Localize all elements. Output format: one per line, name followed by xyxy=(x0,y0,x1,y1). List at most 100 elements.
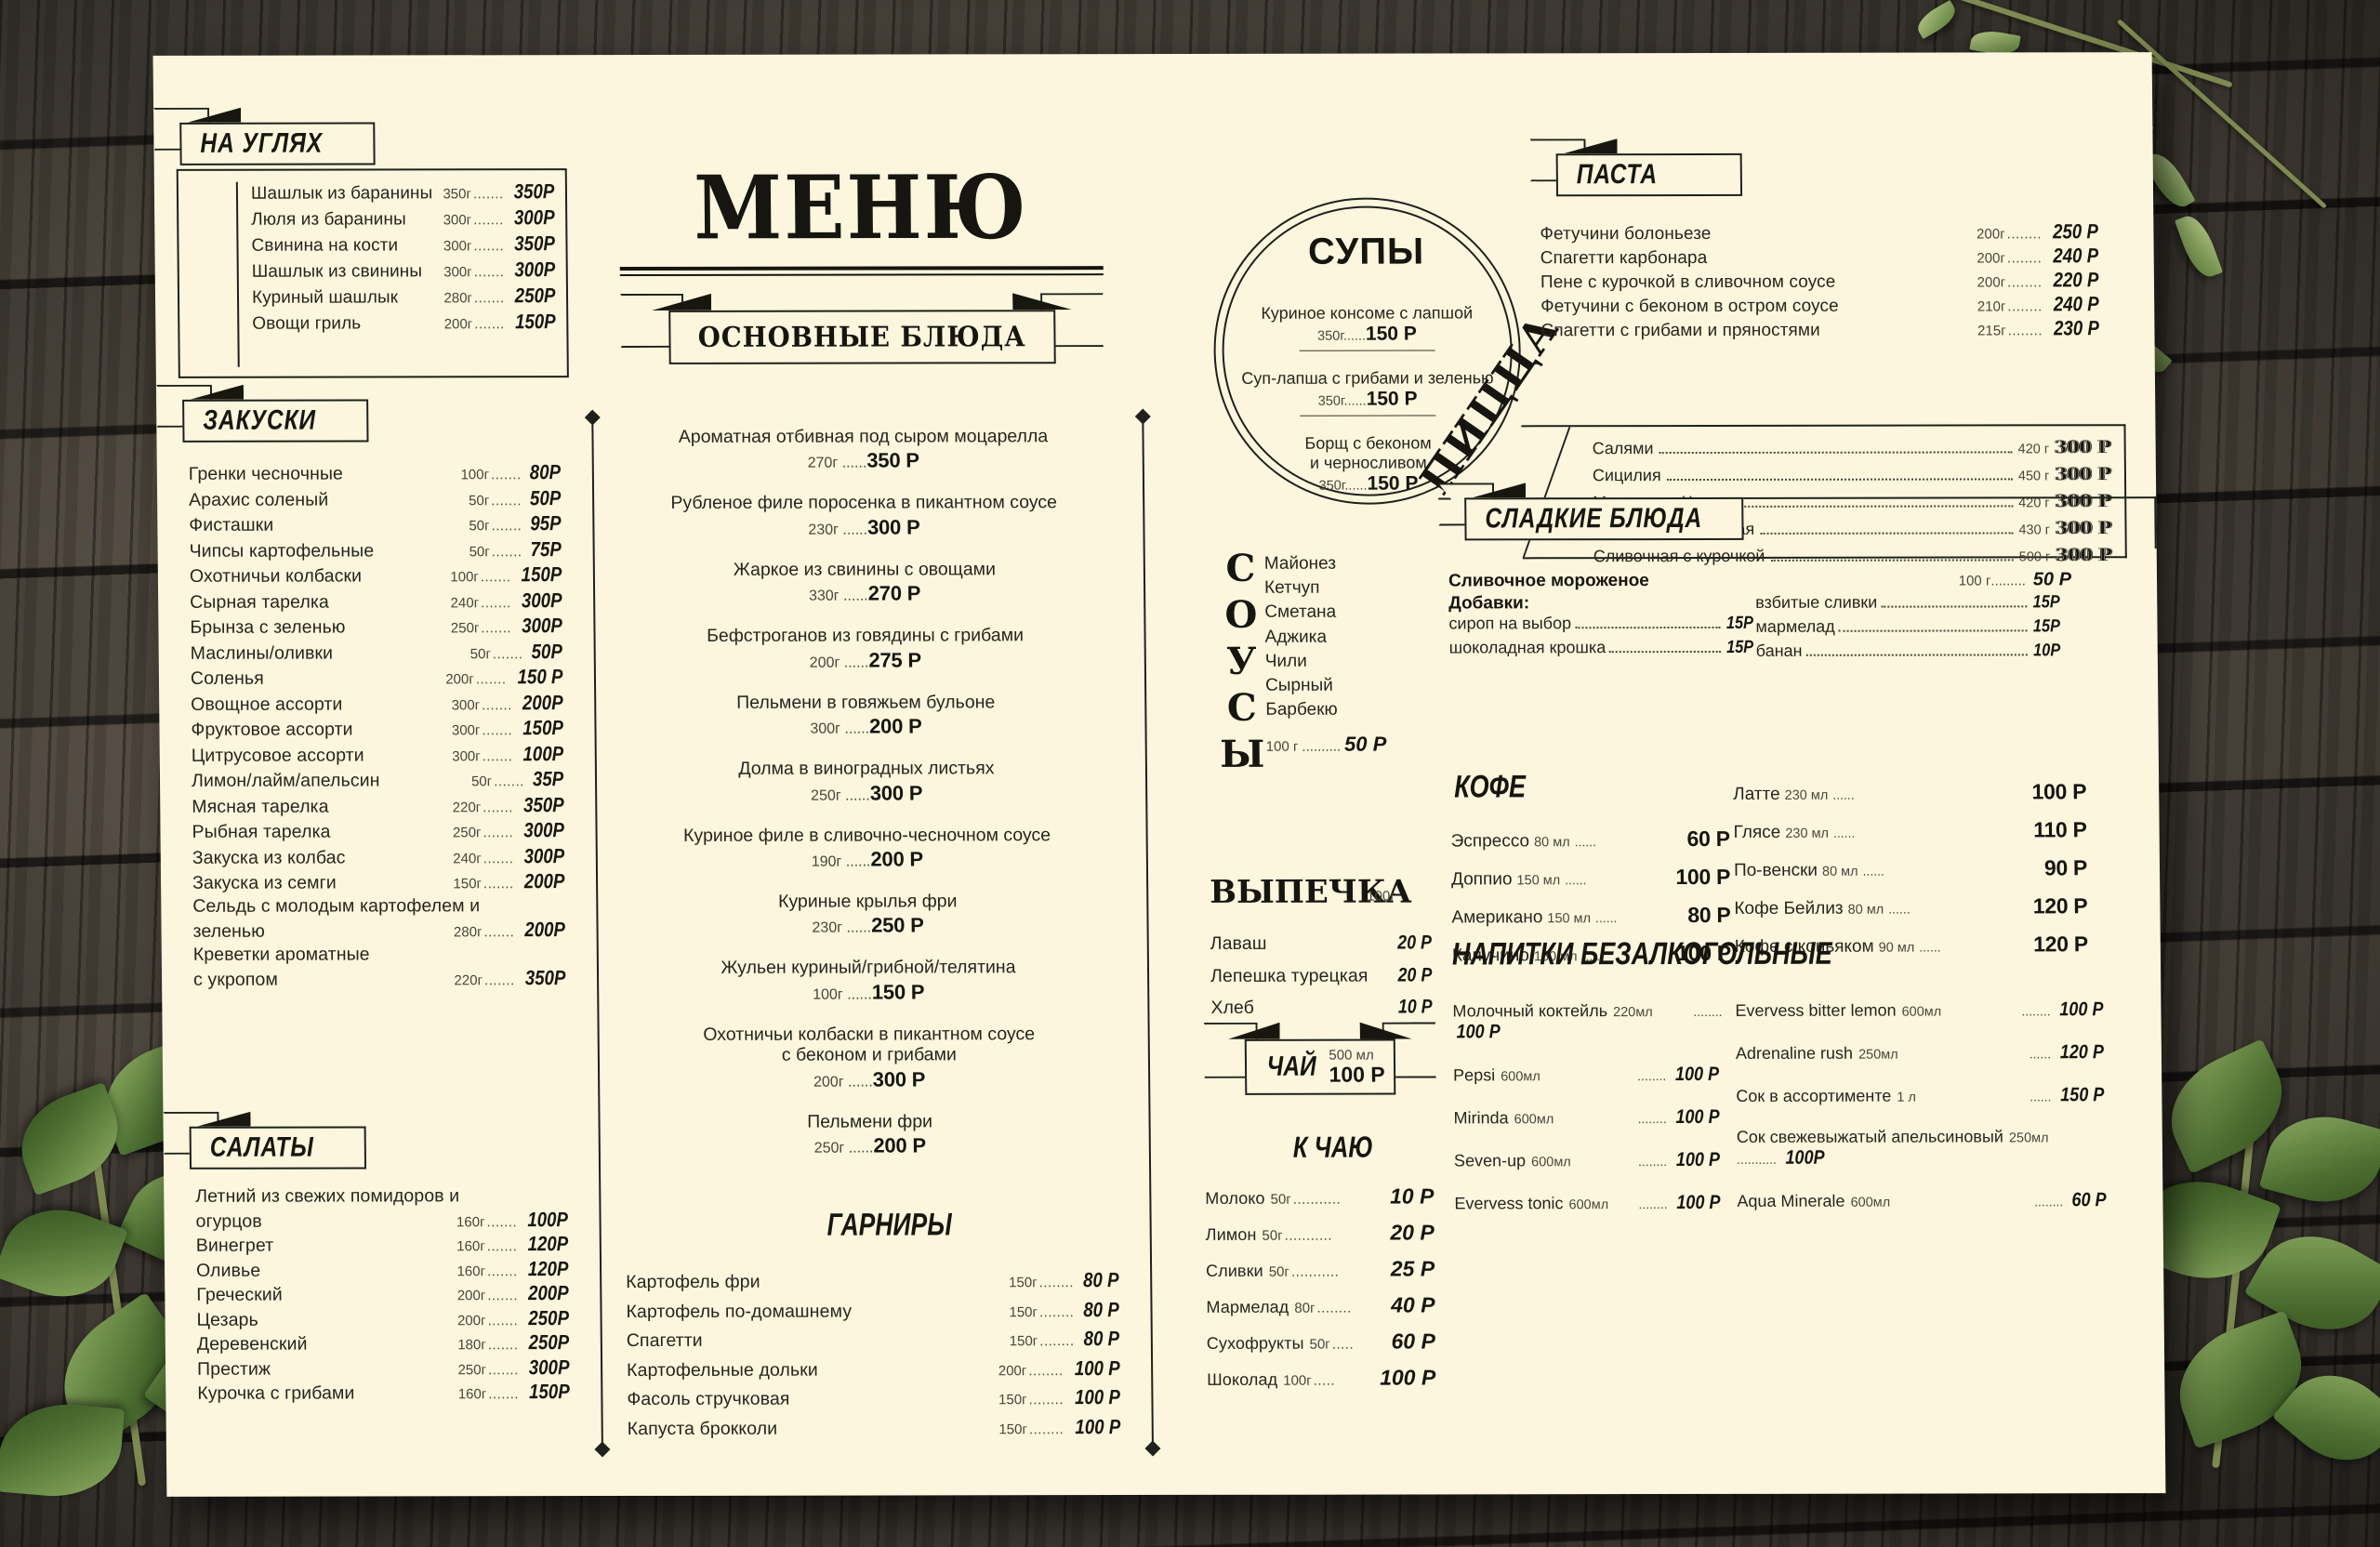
dessert-main-weight: 100 г xyxy=(1958,573,1991,589)
item-price: 200 Р xyxy=(873,1133,927,1157)
section-header-pasta: ПАСТА xyxy=(1530,153,1809,197)
sauces-title: СОУСЫ xyxy=(1218,546,1265,779)
item-weight: 300г xyxy=(443,264,472,281)
item-dots: ....... xyxy=(475,671,507,688)
item-dots: ....... xyxy=(487,1337,519,1354)
item-name: Молочный коктейль xyxy=(1452,1001,1608,1021)
item-weight: 50г xyxy=(1268,1263,1290,1280)
item-weight: 200г xyxy=(443,316,473,333)
item-dots: ........ xyxy=(2006,250,2043,267)
item-price: 200Р xyxy=(527,1281,569,1305)
list-item: Жаркое из свинины с овощами 330г ......27… xyxy=(614,559,1116,606)
item-price: 300Р xyxy=(523,843,564,867)
item-price: 120 Р xyxy=(2032,893,2088,919)
item-dots: ........ xyxy=(1637,1111,1667,1127)
item-dots: ........ xyxy=(1038,1303,1075,1320)
item-weight: 160г xyxy=(456,1238,485,1255)
sauces-price-row: 100 г .......... 50 Р xyxy=(1266,733,1387,757)
item-dots: ........ xyxy=(1028,1392,1064,1408)
list-item: сироп на выбор 15Р xyxy=(1448,614,1755,635)
item-dots: ....... xyxy=(473,212,504,229)
item-name: Картофельные дольки xyxy=(627,1359,818,1381)
list-item: Деревенский 180г....... 250Р xyxy=(197,1330,569,1355)
item-price-row: 100г ......150 Р xyxy=(813,980,925,1004)
list-item: Шоколад 100г..... 100 Р xyxy=(1207,1365,1435,1389)
item-price: 25 Р xyxy=(1390,1256,1435,1281)
section-header-mains: ОСНОВНЫЕ БЛЮДА xyxy=(620,310,1104,364)
item-price-row: 250г ......300 Р xyxy=(811,780,923,805)
item-name: Люля из баранины xyxy=(251,209,406,230)
item-dots xyxy=(1770,549,2014,562)
item-dots: ...... xyxy=(1832,825,1856,840)
item-name: Evervess bitter lemon xyxy=(1735,1000,1897,1020)
item-dots xyxy=(1609,641,1721,654)
item-name: банан xyxy=(1755,641,1803,660)
list-item: Винегрет 160г....... 120Р xyxy=(196,1232,568,1256)
item-weight: 150г xyxy=(453,876,483,892)
list-item: Престиж 250г....... 300Р xyxy=(197,1355,569,1380)
item-price-row: 230г ......250 Р xyxy=(812,913,924,937)
item-dots: ........ xyxy=(1028,1421,1064,1437)
item-name: Куриное филе в сливочно-чесночном соусе xyxy=(683,824,1051,846)
item-price: 150 Р xyxy=(871,980,925,1004)
item-name: Сливки xyxy=(1206,1261,1263,1280)
item-dots: ........ xyxy=(2007,298,2043,315)
tea-volume: 500 мл xyxy=(1329,1047,1374,1064)
item-price: 300Р xyxy=(513,205,555,230)
list-item: Доппио 150 мл...... 100 Р xyxy=(1451,865,1730,891)
item-dots xyxy=(1659,442,2013,455)
item-dots: ...... xyxy=(1888,901,1911,917)
item-weight: 210г xyxy=(1977,298,2006,315)
item-dots: ........ xyxy=(2007,274,2043,291)
item-price-row: 330г ......270 Р xyxy=(808,581,921,605)
item-dots: ...... xyxy=(2030,1089,2052,1104)
item-price: 20 Р xyxy=(1396,932,1432,954)
item-price: 300Р xyxy=(513,258,555,282)
item-price: 100 Р xyxy=(1675,1148,1721,1171)
item-price: 300 Р xyxy=(869,780,923,805)
item-weight: 240г xyxy=(450,594,480,611)
item-weight: 430 г xyxy=(2018,522,2051,538)
salads-list: Летний из свежих помидоров и огурцов 160г.… xyxy=(195,1185,569,1407)
list-item: Оливье 160г....... 120Р xyxy=(196,1257,568,1281)
item-dots xyxy=(1760,522,2014,535)
item-volume: 600мл xyxy=(1531,1155,1571,1170)
item-dots: ........... xyxy=(1290,1263,1340,1280)
item-name: Mirinda xyxy=(1453,1108,1509,1128)
desserts-block: Сливочное мороженое 100 г ......... 50 Р… xyxy=(1448,569,2137,666)
item-volume: 600мл xyxy=(1901,1004,1942,1020)
sauce-item: Кетчуп xyxy=(1263,577,1320,599)
item-name: Фисташки xyxy=(189,514,274,536)
grill-title: НА УГЛЯХ xyxy=(200,127,324,159)
item-price: 100 Р xyxy=(1675,864,1731,890)
desserts-title: СЛАДКИЕ БЛЮДА xyxy=(1485,502,1703,535)
item-weight: 50г xyxy=(469,543,490,560)
item-volume: 230 мл xyxy=(1784,787,1829,803)
item-weight: 50г xyxy=(1309,1336,1330,1353)
item-name: Рубленое филе поросенка в пикантном соус… xyxy=(670,492,1058,514)
list-item: Куриные крылья фри 230г ......250 Р xyxy=(616,891,1118,938)
list-item: Фетучини болоньезе 200г........ 250 Р xyxy=(1540,219,2097,244)
item-price: 110 Р xyxy=(2033,817,2087,842)
item-dots: ....... xyxy=(480,569,511,586)
list-item: Сицилия 450 г 300 Р xyxy=(1593,464,2111,485)
item-price: 150 Р xyxy=(2060,1084,2105,1106)
item-price: 300 Р xyxy=(2055,464,2112,485)
sauce-item: Аджика xyxy=(1264,627,1328,647)
item-name: Мясная тарелка xyxy=(192,796,329,817)
item-dots: ....... xyxy=(481,594,511,611)
item-name: Evervess tonic xyxy=(1454,1194,1564,1213)
list-item: Маслины/оливки 50г....... 50Р xyxy=(191,640,562,664)
divider-left xyxy=(591,417,603,1450)
item-price: 300 Р xyxy=(2055,518,2112,539)
list-item: Лимон/лайм/апельсин 50г....... 35Р xyxy=(192,767,563,791)
item-name: Шашлык из свинины xyxy=(251,261,423,282)
item-dots: ....... xyxy=(483,850,514,866)
item-name: Закуска из семги xyxy=(192,872,337,893)
sides-list: Картофель фри 150г........ 80 Р Картофель п… xyxy=(626,1268,1120,1447)
item-name: Картофель фри xyxy=(626,1271,760,1292)
item-name: Ароматная отбивная под сыром моцарелла xyxy=(678,426,1049,447)
list-item: Гренки чесночные 100г....... 80Р xyxy=(189,460,561,484)
item-name: Долма в виноградных листьях xyxy=(738,758,995,779)
item-dots: ....... xyxy=(473,290,505,307)
